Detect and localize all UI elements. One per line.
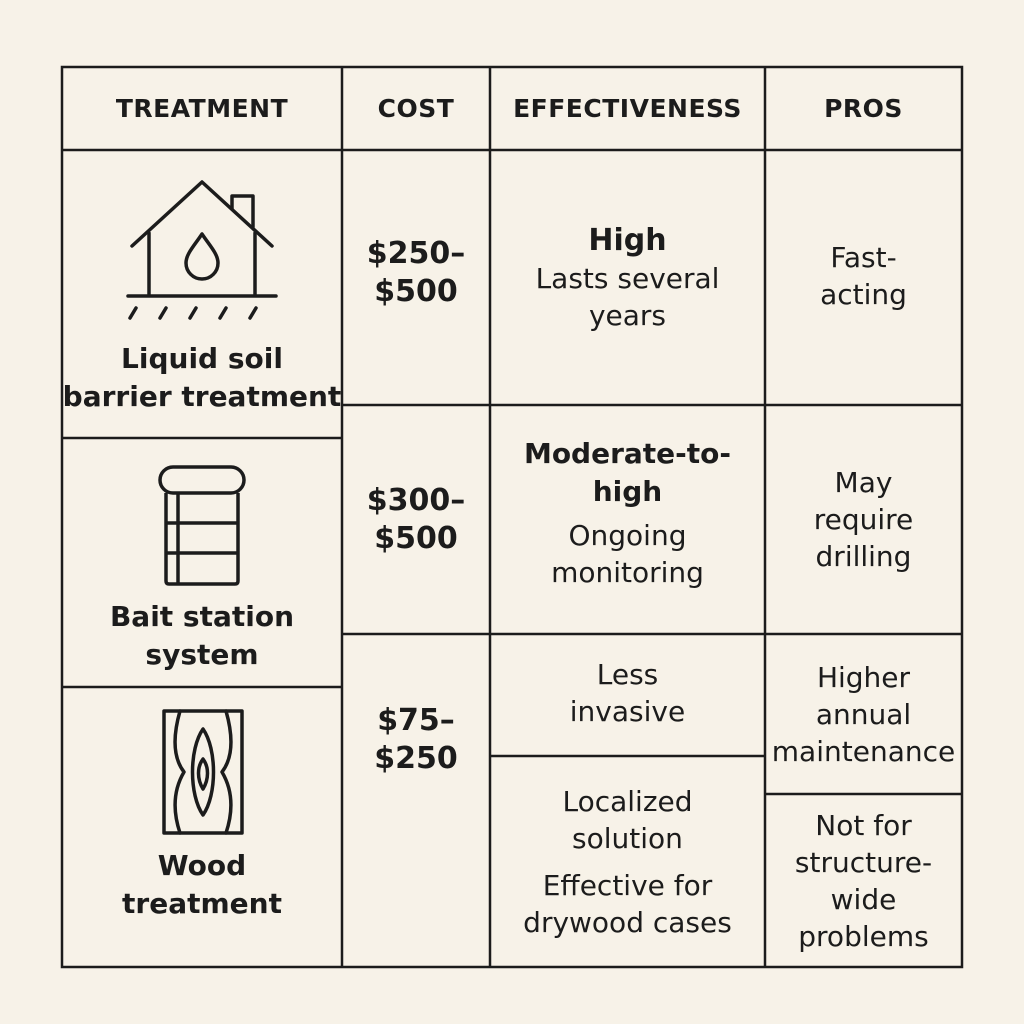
effectiveness-wood-less-invasive: Less invasive (569, 658, 686, 728)
wood-grain-icon (162, 709, 244, 835)
pros-wood-maintenance: Higher annual maintenance (771, 660, 956, 768)
pros-wood-not-structure: Not for structure- wide problems (794, 808, 933, 953)
effectiveness-note-monitoring: Ongoing monitoring (551, 518, 704, 589)
treatment-name-liquid-soil: Liquid soil barrier treatment (62, 342, 342, 413)
treatment-name-bait-station: Bait station system (109, 600, 295, 671)
effectiveness-level-high: High (588, 222, 667, 258)
effectiveness-note-localized: Localized solution (562, 784, 693, 855)
effectiveness-bait-station: Moderate-to-high Ongoing monitoring (490, 405, 765, 634)
pros-bait-station: May require drilling (813, 466, 914, 573)
header-treatment: TREATMENT (115, 94, 289, 123)
effectiveness-wood-localized: Localized solution Effective for drywood… (490, 756, 765, 967)
effectiveness-level-moderate: Moderate-to-high (523, 436, 732, 508)
effectiveness-liquid-soil: High Lasts several years (490, 150, 765, 405)
header-pros: PROS (824, 94, 903, 123)
header-effectiveness: EFFECTIVENESS (513, 94, 742, 123)
header-cost: COST (377, 94, 455, 123)
pros-liquid-soil: Fast- acting (820, 240, 907, 311)
cost-wood: $75– $250 (374, 703, 458, 776)
effectiveness-note-drywood: Effective for drywood cases (523, 868, 732, 939)
cost-bait-station: $300– $500 (366, 482, 466, 556)
bait-canister-icon (156, 463, 248, 587)
effectiveness-note-lasts: Lasts several years (535, 261, 720, 332)
house-droplet-icon (122, 176, 282, 324)
treatment-name-wood: Wood treatment (122, 849, 282, 920)
cost-liquid-soil: $250– $500 (366, 235, 466, 309)
